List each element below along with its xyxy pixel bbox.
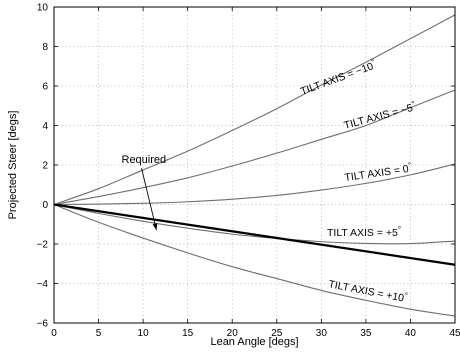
y-axis-label: Projected Steer [degs] — [7, 111, 19, 220]
y-tick-label: 8 — [42, 42, 48, 53]
series-label: TILT AXIS = −5° — [342, 99, 417, 132]
required-arrow — [141, 167, 157, 231]
x-tick-label: 20 — [227, 328, 239, 339]
x-tick-label: 0 — [51, 328, 57, 339]
y-tick-label: −4 — [37, 279, 49, 290]
grid — [54, 7, 455, 323]
x-tick-label: 25 — [271, 328, 283, 339]
x-tick-label: 15 — [182, 328, 194, 339]
x-tick-label: 10 — [138, 328, 150, 339]
required-annotation-label: Required — [122, 154, 167, 166]
x-tick-label: 5 — [96, 328, 102, 339]
ticks — [53, 6, 456, 324]
y-tick-label: 2 — [42, 161, 48, 172]
y-tick-label: −6 — [37, 319, 49, 330]
annotations: Required — [122, 154, 167, 231]
series-line-2 — [53, 163, 456, 206]
x-tick-label: 30 — [316, 328, 328, 339]
x-tick-label: 35 — [360, 328, 372, 339]
series-label: TILT AXIS = +5° — [327, 225, 401, 239]
series-line-3 — [53, 203, 456, 245]
y-tick-label: 10 — [37, 3, 49, 14]
y-tick-label: 4 — [42, 121, 48, 132]
required-line — [53, 203, 456, 266]
x-axis-label: Lean Angle [degs] — [210, 336, 298, 348]
tick-labels: 0 5 10 15 20 25 30 35 40 45 −6 −4 −2 0 2 4 6 8 10 — [37, 3, 460, 340]
y-tick-label: −2 — [37, 240, 49, 251]
x-tick-label: 45 — [449, 328, 460, 339]
series-labels: TILT AXIS = −10°TILT AXIS = −5°TILT AXIS… — [299, 57, 417, 304]
series-label: TILT AXIS = 0° — [343, 161, 412, 184]
required-arrowhead — [152, 223, 158, 231]
y-tick-label: 6 — [42, 82, 48, 93]
y-tick-label: 0 — [42, 200, 48, 211]
series-line-1 — [53, 89, 456, 206]
series-lines — [53, 14, 456, 317]
series-line-0 — [53, 14, 456, 206]
x-tick-label: 40 — [405, 328, 417, 339]
series-line-4 — [53, 203, 456, 317]
